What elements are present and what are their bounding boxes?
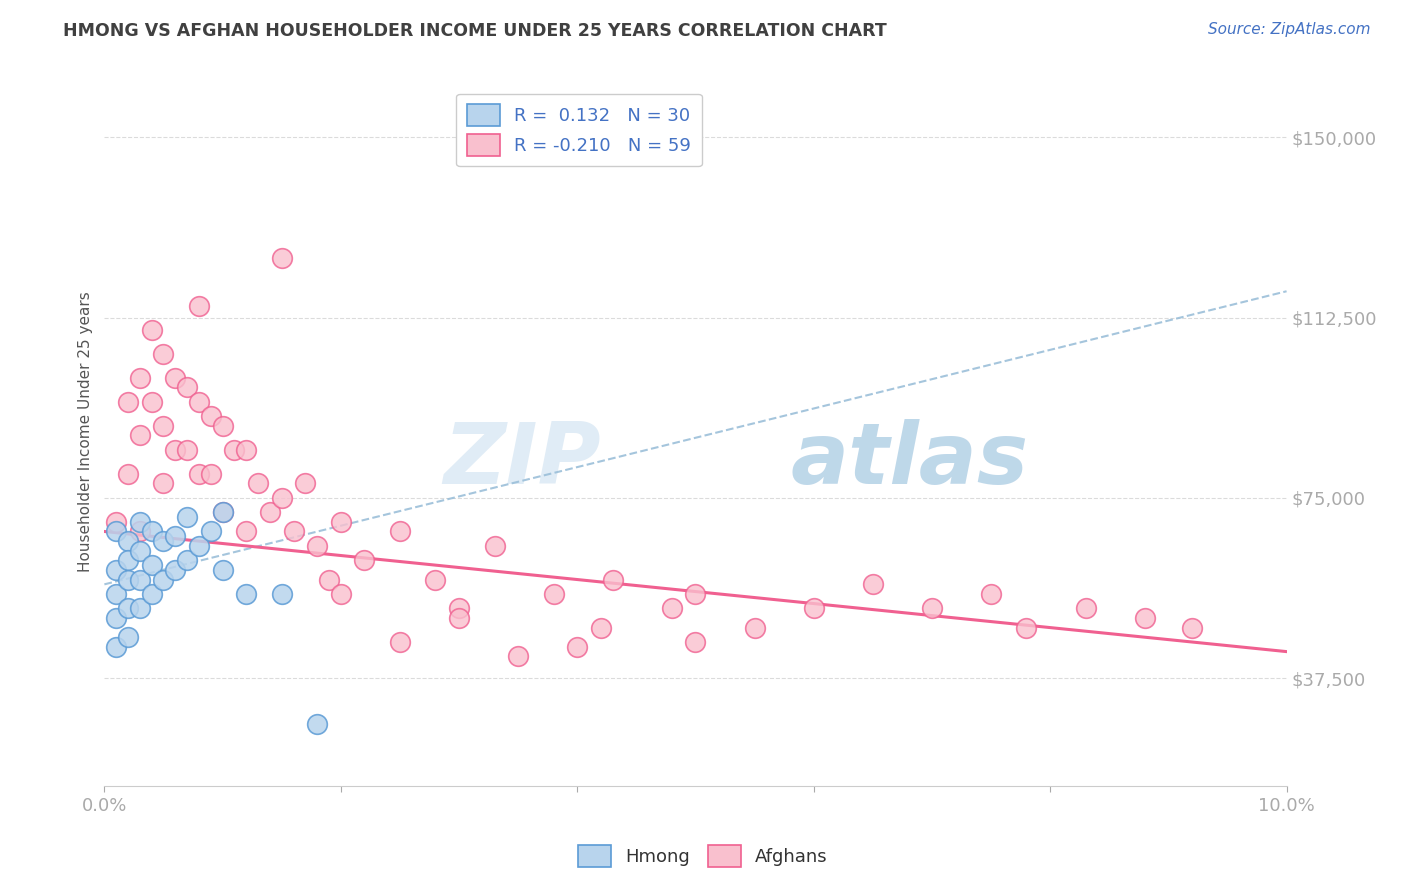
Point bbox=[425, 573, 447, 587]
Point bbox=[152, 476, 174, 491]
Point bbox=[128, 543, 150, 558]
Point bbox=[1181, 621, 1204, 635]
Point bbox=[117, 467, 139, 481]
Point bbox=[388, 635, 411, 649]
Point bbox=[141, 524, 163, 539]
Text: Source: ZipAtlas.com: Source: ZipAtlas.com bbox=[1208, 22, 1371, 37]
Point bbox=[1133, 611, 1156, 625]
Point bbox=[165, 563, 187, 577]
Point bbox=[294, 476, 316, 491]
Point bbox=[128, 524, 150, 539]
Point bbox=[165, 442, 187, 457]
Point bbox=[224, 442, 246, 457]
Text: atlas: atlas bbox=[790, 418, 1028, 501]
Point bbox=[117, 601, 139, 615]
Point bbox=[329, 515, 352, 529]
Point bbox=[744, 621, 766, 635]
Point bbox=[259, 505, 281, 519]
Point bbox=[200, 467, 222, 481]
Point bbox=[176, 510, 198, 524]
Point bbox=[247, 476, 270, 491]
Point bbox=[117, 534, 139, 549]
Point bbox=[307, 539, 329, 553]
Point bbox=[329, 587, 352, 601]
Point bbox=[211, 563, 233, 577]
Point bbox=[128, 515, 150, 529]
Point bbox=[388, 524, 411, 539]
Text: HMONG VS AFGHAN HOUSEHOLDER INCOME UNDER 25 YEARS CORRELATION CHART: HMONG VS AFGHAN HOUSEHOLDER INCOME UNDER… bbox=[63, 22, 887, 40]
Point bbox=[318, 573, 340, 587]
Point bbox=[200, 409, 222, 424]
Point bbox=[176, 553, 198, 567]
Point bbox=[152, 534, 174, 549]
Point bbox=[141, 587, 163, 601]
Point bbox=[152, 573, 174, 587]
Point bbox=[141, 558, 163, 573]
Legend: R =  0.132   N = 30, R = -0.210   N = 59: R = 0.132 N = 30, R = -0.210 N = 59 bbox=[456, 94, 702, 167]
Point bbox=[176, 380, 198, 394]
Point bbox=[661, 601, 683, 615]
Legend: Hmong, Afghans: Hmong, Afghans bbox=[571, 838, 835, 874]
Point bbox=[128, 573, 150, 587]
Point bbox=[152, 347, 174, 361]
Point bbox=[353, 553, 375, 567]
Point bbox=[1074, 601, 1097, 615]
Point bbox=[128, 428, 150, 442]
Point bbox=[105, 611, 128, 625]
Point bbox=[447, 601, 470, 615]
Point bbox=[235, 524, 257, 539]
Point bbox=[543, 587, 565, 601]
Point bbox=[980, 587, 1002, 601]
Point bbox=[803, 601, 825, 615]
Point bbox=[685, 587, 707, 601]
Point bbox=[1015, 621, 1038, 635]
Point bbox=[105, 524, 128, 539]
Point bbox=[589, 621, 612, 635]
Point bbox=[307, 716, 329, 731]
Point bbox=[165, 529, 187, 543]
Point bbox=[211, 505, 233, 519]
Point bbox=[165, 370, 187, 384]
Point bbox=[117, 553, 139, 567]
Point bbox=[188, 394, 211, 409]
Point bbox=[602, 573, 624, 587]
Point bbox=[176, 442, 198, 457]
Point bbox=[921, 601, 943, 615]
Point bbox=[211, 418, 233, 433]
Point bbox=[508, 649, 530, 664]
Point bbox=[128, 601, 150, 615]
Point bbox=[447, 611, 470, 625]
Point bbox=[128, 370, 150, 384]
Point bbox=[188, 539, 211, 553]
Point bbox=[105, 563, 128, 577]
Point bbox=[270, 251, 292, 265]
Point bbox=[141, 394, 163, 409]
Point bbox=[188, 467, 211, 481]
Point bbox=[567, 640, 589, 654]
Point bbox=[188, 299, 211, 313]
Point bbox=[105, 515, 128, 529]
Point bbox=[117, 394, 139, 409]
Point bbox=[200, 524, 222, 539]
Point bbox=[105, 640, 128, 654]
Point bbox=[152, 418, 174, 433]
Point bbox=[105, 587, 128, 601]
Point bbox=[270, 491, 292, 505]
Y-axis label: Householder Income Under 25 years: Householder Income Under 25 years bbox=[79, 292, 93, 572]
Point bbox=[270, 587, 292, 601]
Point bbox=[484, 539, 506, 553]
Point bbox=[117, 573, 139, 587]
Point bbox=[211, 505, 233, 519]
Point bbox=[235, 442, 257, 457]
Point bbox=[283, 524, 305, 539]
Point bbox=[141, 323, 163, 337]
Point bbox=[685, 635, 707, 649]
Point bbox=[862, 577, 884, 591]
Point bbox=[117, 630, 139, 644]
Text: ZIP: ZIP bbox=[443, 418, 600, 501]
Point bbox=[235, 587, 257, 601]
